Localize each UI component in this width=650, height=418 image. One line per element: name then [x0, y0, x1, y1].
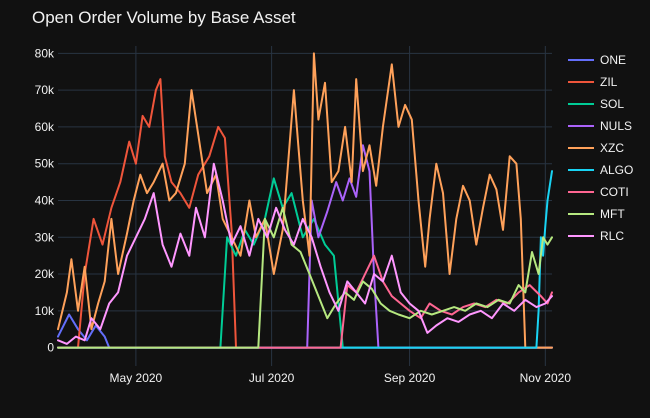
- legend-item-mft[interactable]: MFT: [568, 207, 625, 221]
- legend-item-rlc[interactable]: RLC: [568, 229, 624, 243]
- legend-item-coti[interactable]: COTI: [568, 185, 629, 199]
- x-tick-label: Sep 2020: [384, 371, 436, 385]
- series-line-coti[interactable]: [57, 254, 553, 349]
- legend-label: ALGO: [600, 163, 633, 177]
- x-tick-label: May 2020: [110, 371, 163, 385]
- x-tick-label: Nov 2020: [520, 371, 572, 385]
- series-line-rlc[interactable]: [57, 162, 553, 345]
- y-tick-label: 0: [47, 341, 54, 355]
- y-tick-label: 30k: [35, 230, 55, 244]
- legend-item-zil[interactable]: ZIL: [568, 75, 618, 89]
- y-tick-label: 10k: [35, 304, 55, 318]
- y-tick-label: 60k: [35, 120, 55, 134]
- legend-item-xzc[interactable]: XZC: [568, 141, 624, 155]
- series-line-sol[interactable]: [57, 177, 553, 349]
- series-line-zil[interactable]: [57, 78, 553, 349]
- legend-label: NULS: [600, 119, 632, 133]
- legend[interactable]: ONE ZIL SOL NULS XZC ALGO COTI MFT RLC: [568, 53, 633, 243]
- legend-label: MFT: [600, 207, 625, 221]
- legend-item-sol[interactable]: SOL: [568, 97, 624, 111]
- x-tick-label: Jul 2020: [249, 371, 295, 385]
- series-line-one[interactable]: [57, 313, 553, 349]
- y-tick-label: 70k: [35, 83, 55, 97]
- legend-item-algo[interactable]: ALGO: [568, 163, 633, 177]
- chart-title: Open Order Volume by Base Asset: [32, 8, 296, 27]
- legend-label: RLC: [600, 229, 624, 243]
- series-lines: [57, 52, 553, 349]
- series-line-mft[interactable]: [57, 206, 553, 349]
- y-tick-label: 50k: [35, 157, 55, 171]
- series-line-xzc[interactable]: [57, 52, 553, 349]
- y-tick-label: 80k: [35, 46, 55, 60]
- legend-label: ZIL: [600, 75, 618, 89]
- legend-label: ONE: [600, 53, 626, 67]
- series-line-algo[interactable]: [57, 170, 553, 349]
- legend-label: COTI: [600, 185, 629, 199]
- legend-item-one[interactable]: ONE: [568, 53, 626, 67]
- grid-lines: [58, 46, 552, 366]
- legend-label: SOL: [600, 97, 624, 111]
- y-tick-label: 40k: [35, 193, 55, 207]
- y-tick-label: 20k: [35, 267, 55, 281]
- legend-item-nuls[interactable]: NULS: [568, 119, 632, 133]
- axes: 0 10k 20k 30k 40k 50k 60k 70k 80k May 2020 Jul 202…: [35, 46, 572, 385]
- legend-label: XZC: [600, 141, 624, 155]
